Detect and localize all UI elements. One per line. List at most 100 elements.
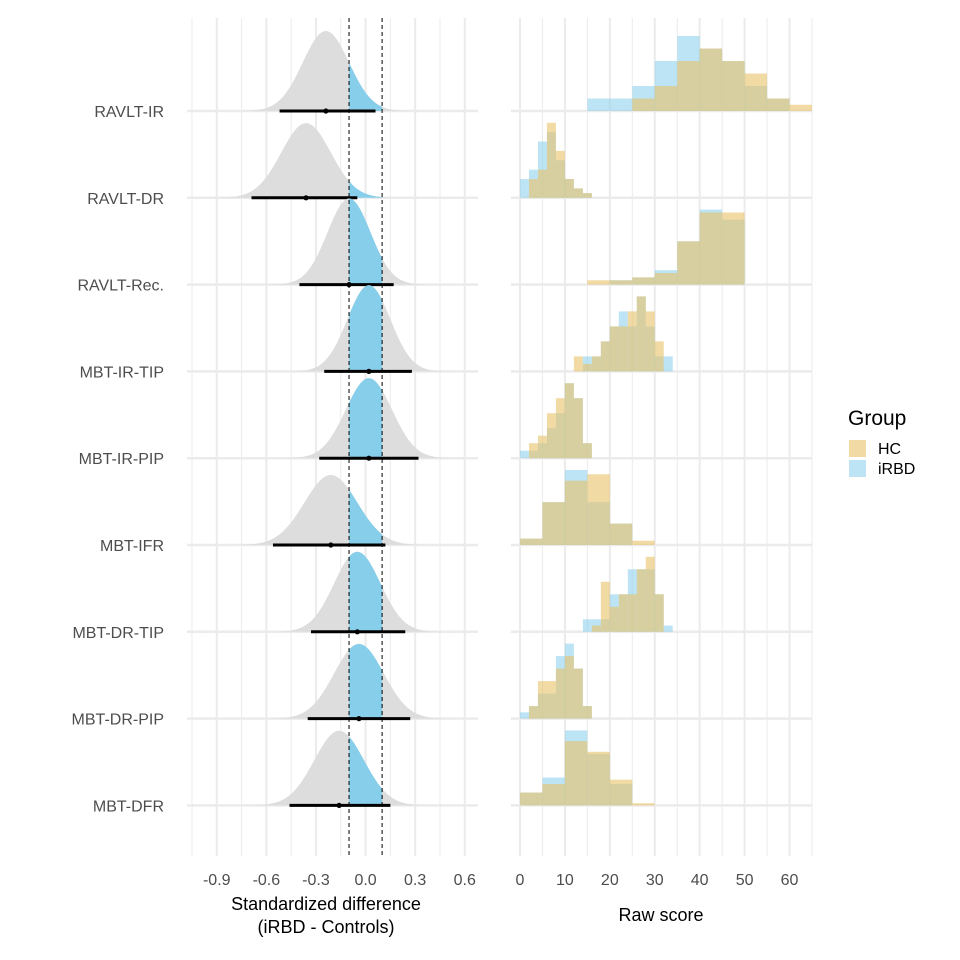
y-tick-ravlt-rec: RAVLT-Rec.	[77, 278, 164, 295]
bar-hc-mbt-dr-pip	[528, 706, 538, 719]
left-x-tick: 0.0	[354, 872, 376, 889]
bar-hc-mbt-dfr	[542, 783, 565, 806]
left-x-tick: 0.3	[404, 872, 426, 889]
bar-hc-mbt-ir-tip	[654, 341, 664, 372]
left-panel: RAVLT-IR RAVLT-DR RAVLT-Rec. MBT-IR-TIP MBT-…	[72, 18, 478, 937]
bar-hc-ravlt-rec	[654, 273, 678, 285]
histogram-marks	[519, 36, 812, 806]
bar-hc-mbt-ir-tip	[600, 341, 610, 372]
bar-hc-mbt-ir-tip	[645, 311, 655, 372]
bar-hc-mbt-ir-tip	[636, 296, 646, 372]
rope-area-mbt-dfr	[349, 736, 383, 806]
bar-hc-mbt-dr-tip	[600, 581, 610, 632]
bar-hc-mbt-dfr	[564, 741, 588, 806]
bar-hc-mbt-dr-pip	[573, 668, 583, 719]
bar-hc-ravlt-dr	[546, 122, 556, 198]
bar-hc-mbt-ifr	[542, 502, 565, 545]
bar-hc-mbt-dfr	[632, 803, 655, 806]
bar-irbd-ravlt-ir	[587, 98, 610, 111]
y-tick-mbt-ir-tip: MBT-IR-TIP	[80, 364, 164, 381]
bar-hc-mbt-ifr	[587, 474, 610, 545]
right-x-tick: 0	[516, 872, 525, 889]
bar-hc-mbt-dr-tip	[618, 594, 628, 632]
right-x-tick: 10	[556, 872, 574, 889]
right-x-tick: 30	[646, 872, 664, 889]
left-density-marks	[206, 31, 462, 809]
bar-hc-ravlt-ir	[789, 104, 812, 111]
left-x-tick: 0.6	[454, 872, 476, 889]
median-point-mbt-ir-tip	[366, 368, 372, 374]
bar-hc-mbt-dr-pip	[537, 681, 547, 719]
left-x-tick: -0.3	[302, 872, 330, 889]
bar-irbd-ravlt-ir	[609, 98, 633, 111]
bar-hc-mbt-ir-tip	[582, 363, 592, 372]
left-x-tick: -0.9	[203, 872, 231, 889]
y-tick-mbt-ifr: MBT-IFR	[100, 538, 164, 555]
right-x-tick: 50	[736, 872, 754, 889]
bar-hc-ravlt-ir	[722, 61, 745, 111]
density-ravlt-dr	[206, 123, 406, 198]
bar-hc-mbt-ir-pip	[582, 443, 592, 459]
bar-hc-mbt-ir-tip	[627, 311, 637, 372]
bar-irbd-ravlt-dr	[519, 179, 529, 198]
bar-hc-mbt-dr-tip	[654, 594, 664, 632]
y-tick-ravlt-ir: RAVLT-IR	[94, 104, 164, 121]
bar-hc-mbt-ir-tip	[609, 326, 619, 372]
bar-hc-ravlt-ir	[632, 98, 655, 111]
bar-hc-mbt-ir-tip	[573, 356, 583, 372]
y-tick-mbt-dr-pip: MBT-DR-PIP	[72, 712, 164, 729]
bar-irbd-mbt-ir-tip	[663, 356, 673, 372]
rope-area-ravlt-ir	[349, 62, 383, 111]
bar-hc-mbt-ir-pip	[528, 443, 538, 459]
median-point-mbt-ifr	[328, 542, 334, 548]
bar-hc-ravlt-dr	[528, 179, 538, 198]
rope-area-ravlt-dr	[349, 181, 383, 198]
bar-hc-mbt-dr-pip	[546, 681, 556, 719]
median-point-ravlt-dr	[303, 195, 309, 201]
left-x-axis-title-line2: (iRBD - Controls)	[257, 917, 394, 937]
y-tick-labels: RAVLT-IR RAVLT-DR RAVLT-Rec. MBT-IR-TIP MBT-…	[72, 104, 164, 815]
bar-hc-mbt-ifr	[632, 540, 655, 545]
density-mbt-dfr	[239, 730, 439, 806]
bar-hc-mbt-ir-pip	[555, 398, 565, 459]
legend-title: Group	[848, 407, 906, 430]
bar-hc-ravlt-rec	[677, 241, 700, 285]
bar-hc-mbt-dfr	[519, 792, 543, 806]
bar-hc-mbt-dr-tip	[636, 569, 646, 632]
bar-hc-ravlt-rec	[699, 212, 723, 285]
median-point-mbt-dr-tip	[354, 629, 360, 635]
rope-area-mbt-ir-pip	[349, 378, 383, 459]
bar-hc-mbt-dr-pip	[555, 668, 565, 719]
right-x-tick-labels: 0 10 20 30 40 50 60	[516, 872, 799, 889]
bar-hc-ravlt-dr	[537, 169, 547, 198]
bar-hc-ravlt-dr	[555, 150, 565, 198]
y-tick-mbt-ir-pip: MBT-IR-PIP	[79, 451, 164, 468]
bar-hc-ravlt-rec	[722, 212, 745, 285]
bar-hc-ravlt-rec	[632, 277, 655, 285]
bar-hc-ravlt-ir	[744, 73, 768, 111]
left-x-tick-labels: -0.9 -0.6 -0.3 0.0 0.3 0.6	[203, 872, 476, 889]
bar-hc-ravlt-ir	[654, 86, 678, 111]
bar-hc-mbt-ir-pip	[564, 383, 574, 459]
median-point-mbt-dr-pip	[356, 716, 362, 722]
bar-hc-mbt-dr-pip	[564, 656, 574, 719]
density-mbt-ifr	[225, 475, 437, 545]
bar-hc-mbt-dfr	[587, 751, 610, 806]
bar-hc-ravlt-rec	[587, 280, 610, 285]
median-point-mbt-dfr	[336, 802, 342, 809]
legend-label-irbd: iRBD	[878, 461, 915, 478]
bar-hc-ravlt-ir	[677, 61, 700, 111]
right-x-tick: 20	[601, 872, 619, 889]
right-x-tick: 60	[781, 872, 799, 889]
y-tick-mbt-dfr: MBT-DFR	[93, 798, 164, 815]
bar-hc-mbt-ifr	[609, 523, 633, 545]
rope-area-mbt-dr-tip	[349, 551, 383, 632]
bar-irbd-mbt-dr-tip	[582, 619, 592, 632]
rope-area-ravlt-rec	[349, 198, 383, 285]
bar-hc-mbt-dr-tip	[645, 556, 655, 632]
left-x-axis-title-line1: Standardized difference	[231, 894, 421, 914]
right-panel: 0 10 20 30 40 50 60 Raw score	[511, 18, 813, 925]
bar-hc-mbt-dfr	[609, 779, 633, 806]
bar-irbd-mbt-dr-pip	[519, 712, 529, 719]
